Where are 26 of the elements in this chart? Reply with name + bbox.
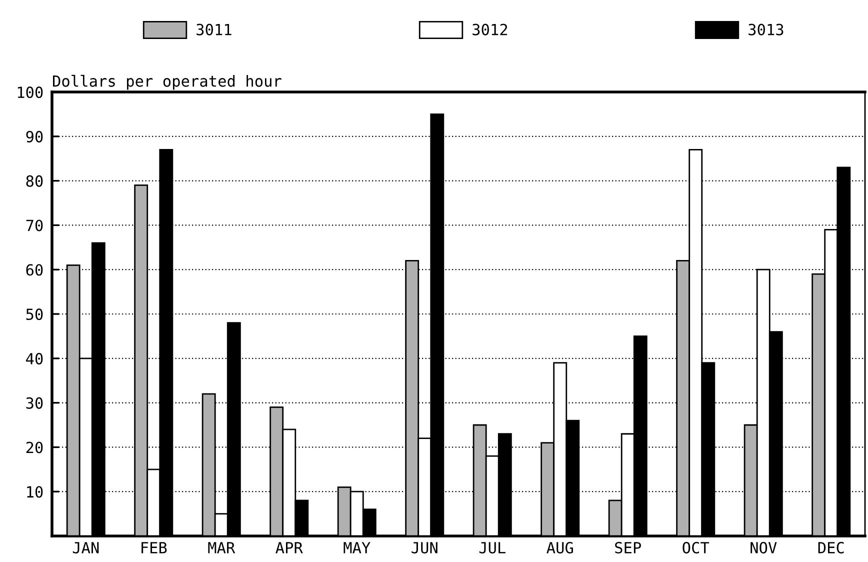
x-tick-label: MAY bbox=[344, 542, 370, 554]
y-axis-title: Dollars per operated hour bbox=[53, 74, 282, 90]
y-tick-label: 90 bbox=[26, 130, 43, 142]
legend-label: 3013 bbox=[748, 24, 784, 36]
y-tick-label: 10 bbox=[27, 486, 43, 498]
y-tick-label: 30 bbox=[26, 397, 43, 409]
y-tick-label: 80 bbox=[26, 175, 43, 187]
x-tick-label: JAN bbox=[72, 542, 99, 554]
x-tick-label: FEB bbox=[142, 542, 167, 554]
x-tick-label: NOV bbox=[750, 542, 777, 554]
y-tick-label: 20 bbox=[26, 442, 43, 454]
x-tick-label: AUG bbox=[546, 542, 573, 554]
x-tick-label: OCT bbox=[682, 542, 710, 554]
y-tick-label: 70 bbox=[26, 220, 43, 232]
y-tick-label: 50 bbox=[26, 308, 43, 320]
legend-label: 3011 bbox=[196, 24, 232, 36]
y-tick-label: 40 bbox=[26, 352, 43, 364]
legend-label: 3012 bbox=[472, 24, 508, 36]
x-tick-label: MAR bbox=[208, 542, 236, 554]
y-tick-label: 100 bbox=[18, 86, 43, 98]
x-tick-label: DEC bbox=[818, 542, 844, 554]
x-tick-label: SEP bbox=[615, 542, 641, 554]
x-tick-label: JUN bbox=[412, 542, 438, 554]
x-tick-label: JUL bbox=[479, 542, 506, 554]
y-tick-label: 60 bbox=[26, 264, 43, 276]
x-tick-label: APR bbox=[276, 542, 303, 554]
